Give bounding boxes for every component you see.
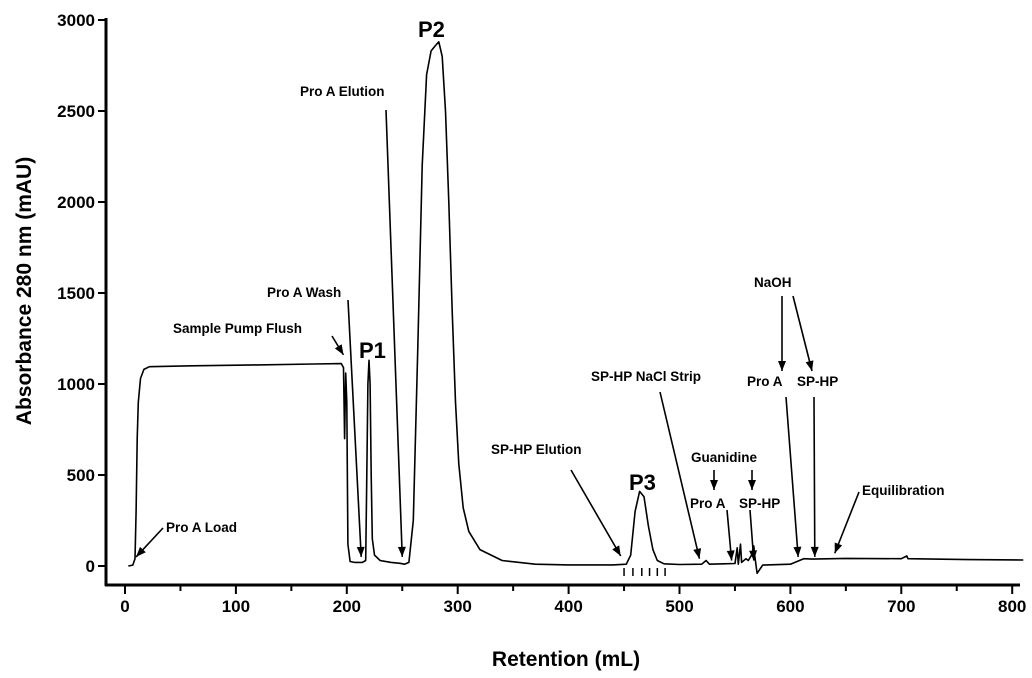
annotation-pro-a-load: Pro A Load: [166, 520, 237, 535]
arrow-7: [726, 509, 735, 561]
y-tick-label: 0: [86, 557, 95, 576]
y-tick-label: 1000: [57, 375, 95, 394]
absorbance-trace: [128, 41, 1024, 575]
arrow-3: [385, 109, 406, 557]
y-tick-label: 2000: [57, 193, 95, 212]
y-axis-title: Absorbance 280 nm (mAU): [13, 157, 36, 425]
arrow-naoh-sp-hp: [792, 295, 814, 372]
annotation-guanidine-pro-a: Pro A: [690, 496, 726, 511]
x-tick-labels: 0 100 200 300 400 500 600 700 800: [120, 597, 1026, 616]
annotation-sample-pump-flush: Sample Pump Flush: [173, 321, 302, 336]
annotation-naoh: NaOH: [754, 275, 792, 290]
x-tick-label: 600: [776, 597, 804, 616]
peak-label-p2: P2: [418, 17, 445, 42]
x-tick-label: 300: [444, 597, 472, 616]
x-tick-label: 100: [222, 597, 250, 616]
x-tick-label: 800: [998, 597, 1026, 616]
x-tick-label: 0: [120, 597, 129, 616]
fraction-tick-marks: [623, 568, 666, 576]
y-tick-label: 2500: [57, 102, 95, 121]
annotation-equilibration: Equilibration: [862, 483, 945, 498]
annotation-sp-hp-elution: SP-HP Elution: [491, 442, 582, 457]
arrow-2: [347, 299, 365, 557]
y-tick-labels: 0 500 1000 1500 2000 2500 3000: [57, 11, 95, 576]
arrow-0: [135, 527, 164, 558]
annotation-guanidine-sp-hp: SP-HP: [739, 496, 780, 511]
y-tick-label: 3000: [57, 11, 95, 30]
arrow-10: [785, 396, 802, 557]
arrow-12: [834, 491, 860, 554]
y-tick-label: 1500: [57, 284, 95, 303]
arrow-naoh-pro-a: [778, 296, 786, 371]
annotation-arrows: [135, 109, 860, 561]
arrow-4: [570, 469, 622, 557]
x-axis-title: Retention (mL): [492, 648, 640, 671]
annotation-naoh-sp-hp: SP-HP: [797, 374, 838, 389]
x-tick-label: 200: [333, 597, 361, 616]
annotation-sp-hp-nacl-strip: SP-HP NaCl Strip: [591, 369, 701, 384]
arrow-11: [810, 396, 819, 557]
annotation-pro-a-elution: Pro A Elution: [300, 84, 385, 99]
arrow-guanidine-sp-hp: [748, 470, 756, 490]
x-tick-label: 500: [665, 597, 693, 616]
peak-label-p1: P1: [359, 338, 386, 363]
arrow-guanidine-pro-a: [710, 470, 718, 490]
x-tick-label: 700: [887, 597, 915, 616]
tick-marks: [98, 19, 1014, 594]
arrow-5: [659, 391, 702, 559]
axes: [104, 18, 1020, 587]
y-tick-label: 500: [67, 466, 95, 485]
annotation-pro-a-wash: Pro A Wash: [267, 285, 341, 300]
arrow-1: [331, 335, 345, 356]
annotation-guanidine: Guanidine: [691, 450, 757, 465]
peak-label-p3: P3: [629, 470, 656, 495]
annotation-naoh-pro-a: Pro A: [747, 374, 783, 389]
arrow-8: [749, 509, 758, 561]
x-tick-label: 400: [554, 597, 582, 616]
